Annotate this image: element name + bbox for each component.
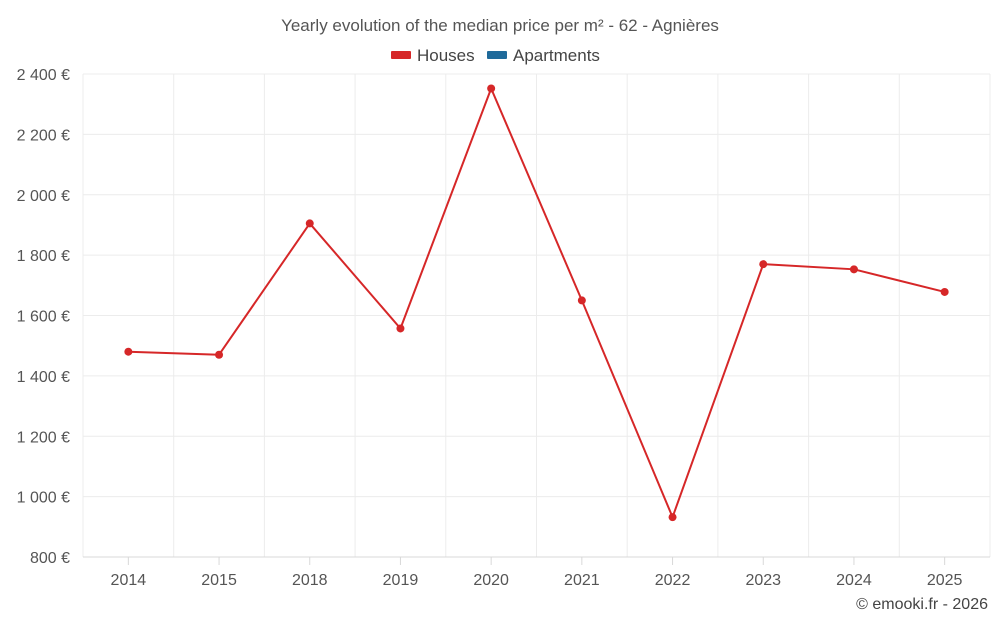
x-tick-label: 2023 <box>745 572 781 589</box>
y-tick-label: 800 € <box>30 550 70 567</box>
x-tick-label: 2021 <box>564 572 600 589</box>
x-gridlines <box>82 74 991 557</box>
x-tick-label: 2018 <box>292 572 328 589</box>
legend-label-apartments: Apartments <box>513 46 600 65</box>
legend-swatch-houses <box>391 51 411 59</box>
legend: Houses Apartments <box>391 46 600 65</box>
credit-text: © emooki.fr - 2026 <box>856 596 988 613</box>
x-axis-labels: 2014 2015 2018 2019 2020 2021 2022 2023 2024 2025 <box>111 557 963 589</box>
data-point-houses-2014[interactable] <box>124 347 133 356</box>
data-point-houses-2025[interactable] <box>940 287 949 296</box>
y-axis-labels: 800 € 1 000 € 1 200 € 1 400 € 1 600 € 1 800 €… <box>17 67 70 567</box>
data-point-houses-2019[interactable] <box>396 324 405 333</box>
x-tick-label: 2015 <box>201 572 237 589</box>
legend-swatch-apartments <box>487 51 507 59</box>
x-tick-label: 2022 <box>655 572 691 589</box>
y-tick-label: 2 200 € <box>17 127 70 144</box>
data-point-houses-2023[interactable] <box>759 260 768 269</box>
legend-item-apartments[interactable]: Apartments <box>487 46 600 65</box>
legend-item-houses[interactable]: Houses <box>391 46 475 65</box>
y-tick-label: 2 000 € <box>17 188 70 205</box>
data-point-houses-2018[interactable] <box>305 219 314 228</box>
data-point-houses-2021[interactable] <box>577 296 586 305</box>
data-point-houses-2024[interactable] <box>849 265 858 274</box>
chart-title: Yearly evolution of the median price per… <box>281 16 719 35</box>
y-tick-label: 1 000 € <box>17 490 70 507</box>
x-tick-label: 2024 <box>836 572 872 589</box>
data-point-houses-2022[interactable] <box>668 513 677 522</box>
y-tick-label: 1 800 € <box>17 248 70 265</box>
series-houses <box>124 84 949 522</box>
x-tick-label: 2025 <box>927 572 963 589</box>
y-tick-label: 1 400 € <box>17 369 70 386</box>
series-line-houses <box>128 87 945 519</box>
y-tick-label: 1 600 € <box>17 309 70 326</box>
y-tick-label: 2 400 € <box>17 67 70 84</box>
x-tick-label: 2014 <box>111 572 147 589</box>
x-tick-label: 2020 <box>473 572 509 589</box>
data-point-houses-2020[interactable] <box>487 84 496 93</box>
data-point-houses-2015[interactable] <box>215 350 224 359</box>
legend-label-houses: Houses <box>417 46 475 65</box>
y-tick-label: 1 200 € <box>17 429 70 446</box>
x-tick-label: 2019 <box>383 572 419 589</box>
